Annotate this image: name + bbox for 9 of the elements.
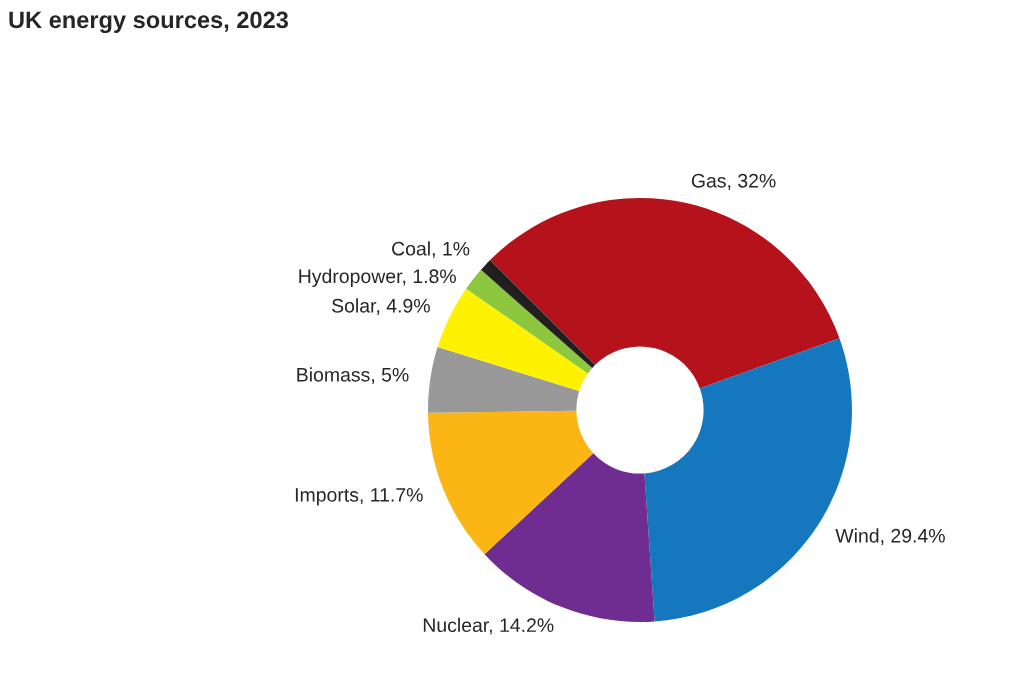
slice-label: Imports, 11.7% <box>295 488 423 506</box>
slice-label: Solar, 4.9% <box>332 298 430 315</box>
slice-label: Gas, 32% <box>691 173 776 190</box>
slice-label: Hydropower, 1.8% <box>299 268 456 287</box>
slice-label: Biomass, 5% <box>297 367 409 384</box>
slice-label: Nuclear, 14.2% <box>423 617 554 635</box>
chart-title: UK energy sources, 2023 <box>9 11 288 34</box>
slice-label: Wind, 29.4% <box>835 528 945 545</box>
slice-label: Coal, 1% <box>392 241 470 258</box>
